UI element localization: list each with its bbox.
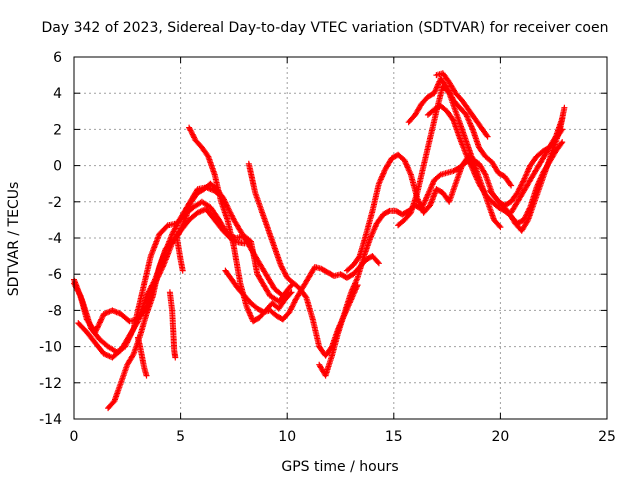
x-tick-label: 10: [278, 429, 296, 445]
series-track-8: [316, 126, 566, 379]
y-tick-label: -4: [48, 231, 62, 247]
series-track-12: [433, 70, 491, 140]
plus-markers: [105, 180, 227, 412]
series-track-10: [405, 75, 515, 189]
plus-markers: [343, 151, 478, 274]
plus-markers: [135, 334, 150, 379]
plus-markers: [166, 289, 179, 361]
y-tick-label: -14: [39, 412, 62, 428]
x-axis-label: GPS time / hours: [281, 459, 398, 475]
axis-ticks: 0 5 10 15 20 25 -14 -12 -10 -8 -6 -4 -2 0 2 4 6: [39, 50, 616, 445]
plus-markers: [405, 75, 515, 189]
series-track-15: [508, 115, 566, 216]
x-tick-label: 20: [491, 429, 509, 445]
y-tick-label: -10: [39, 340, 62, 356]
y-tick-label: -12: [39, 376, 62, 392]
x-tick-label: 25: [598, 429, 616, 445]
series-track-6: [245, 160, 361, 359]
series-track-17: [166, 289, 179, 361]
chart-title: Day 342 of 2023, Sidereal Day-to-day VTE…: [42, 20, 609, 36]
plus-markers: [173, 231, 186, 274]
y-tick-label: 4: [53, 86, 62, 102]
series-track-4: [105, 180, 227, 412]
x-tick-label: 15: [385, 429, 403, 445]
y-axis-label: SDTVAR / TECUs: [6, 182, 22, 297]
y-tick-label: 0: [53, 159, 62, 175]
plus-markers: [433, 70, 491, 140]
y-tick-label: -6: [48, 267, 62, 283]
grid-lines: [74, 57, 607, 419]
y-tick-label: -8: [48, 303, 62, 319]
y-tick-label: 6: [53, 50, 62, 66]
data-points: [71, 70, 568, 412]
y-tick-label: 2: [53, 122, 62, 138]
x-tick-label: 5: [176, 429, 185, 445]
series-track-16: [135, 334, 150, 379]
plus-markers: [245, 160, 361, 359]
series-track-18: [173, 231, 186, 274]
series-track-9: [343, 151, 478, 274]
y-tick-label: -2: [48, 195, 62, 211]
x-tick-label: 0: [70, 429, 79, 445]
plus-markers: [316, 126, 566, 379]
plus-markers: [508, 115, 566, 216]
